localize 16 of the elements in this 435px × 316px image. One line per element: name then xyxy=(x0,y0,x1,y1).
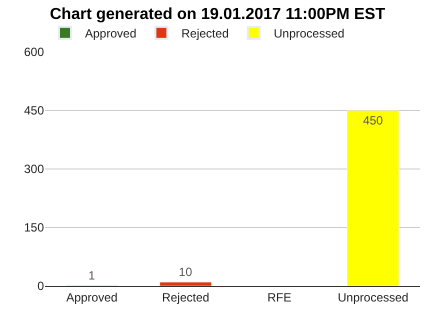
legend-label: Approved xyxy=(85,26,136,40)
chart-title: Chart generated on 19.01.2017 11:00PM EST xyxy=(50,6,386,24)
y-tick-label: 300 xyxy=(24,162,44,176)
y-tick-label: 450 xyxy=(24,104,44,118)
y-tick-label: 150 xyxy=(24,220,44,235)
legend-label: Rejected xyxy=(181,26,229,40)
legend-label: Unprocessed xyxy=(274,26,344,40)
data-label: 1 xyxy=(88,268,96,283)
x-tick-label: Rejected xyxy=(162,290,210,304)
x-tick-label: RFE xyxy=(267,290,292,304)
data-label: 10 xyxy=(178,265,192,280)
y-tick-label: 600 xyxy=(24,45,44,60)
data-label: 450 xyxy=(362,114,384,128)
x-tick-label: Unprocessed xyxy=(338,290,408,304)
y-tick-label: 0 xyxy=(37,279,44,294)
x-tick-label: Approved xyxy=(66,290,118,304)
